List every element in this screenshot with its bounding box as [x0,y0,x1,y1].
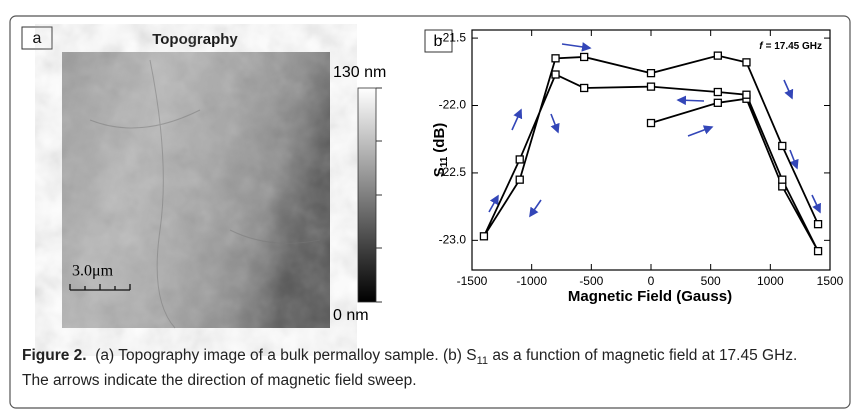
caption-text: (a) Topography image of a bulk permalloy… [95,347,477,364]
x-tick-label: 1500 [817,274,844,288]
y-tick-label: -22.5 [439,165,467,179]
panel-label: a [33,30,42,47]
caption-text: as a function of magnetic field at 17.45… [22,347,798,390]
colorbar [357,87,377,303]
marker-square [778,175,787,184]
annotation: f = 17.45 GHz [759,41,822,52]
panel-label-box [424,29,453,53]
plot-frame [471,29,831,271]
x-tick-label: -1500 [457,274,488,288]
arrow [561,42,592,52]
marker-square [713,87,722,97]
colorbar-min-label: 0 nm [333,307,369,324]
marker-square [742,58,751,67]
marker-square [646,118,656,128]
y-tick-label: -22.0 [439,98,467,112]
marker-square [813,246,823,256]
marker-square [551,54,560,63]
x-tick-label: 500 [701,274,721,288]
figure-border [9,15,851,409]
marker-square [515,155,524,164]
marker-square [813,220,823,229]
marker-square [646,82,656,91]
marker-square [515,175,524,184]
marker-square [551,70,560,79]
marker-square [479,232,489,241]
marker-square [580,52,589,62]
arrow [811,194,821,214]
marker-square [580,83,589,93]
arrow [687,125,714,137]
marker-square [646,68,656,78]
arrow [676,95,705,106]
x-tick-label: 0 [648,274,655,288]
arrow [783,79,794,100]
sweep-arrows [488,42,821,218]
x-tick-label: -500 [579,274,603,288]
caption-label: Figure 2. [22,347,87,364]
colorbar-ticks [376,87,382,303]
marker-square [713,51,722,60]
arrow [550,113,560,134]
y-axis-label: S11 (dB) [431,123,450,178]
scale-bar-label: 3.0μm [72,263,114,280]
annotation-symbol: f [759,41,764,52]
arrow [511,108,523,131]
marker-square [778,182,787,191]
panel-title: Topography [152,31,238,48]
arrow [789,149,799,170]
topography-texture [62,52,330,328]
scale-bar [69,284,131,291]
marker-square [742,90,751,99]
panel-label-box [21,26,53,50]
panel-label: b [434,33,443,50]
caption: Figure 2. (a) Topography image of a bulk… [22,346,822,391]
arrow [529,199,542,218]
colorbar-max-label: 130 nm [333,64,386,81]
caption-subscript: 11 [476,355,489,368]
x-axis-label: Magnetic Field (Gauss) [568,288,732,305]
topography-feature [89,59,321,329]
y-label-unit: (dB) [431,123,448,153]
annotation-text: = 17.45 GHz [766,41,822,52]
marker-square [713,98,722,107]
marker-square [778,141,787,151]
y-label-symbol: S [431,167,448,177]
y-tick-label: -23.0 [439,233,467,247]
y-label-subscript: 11 [439,156,450,167]
arrow [488,194,499,213]
x-tick-label: -1000 [516,274,547,288]
y-tick-label: -21.5 [439,30,467,44]
x-tick-label: 1000 [757,274,784,288]
